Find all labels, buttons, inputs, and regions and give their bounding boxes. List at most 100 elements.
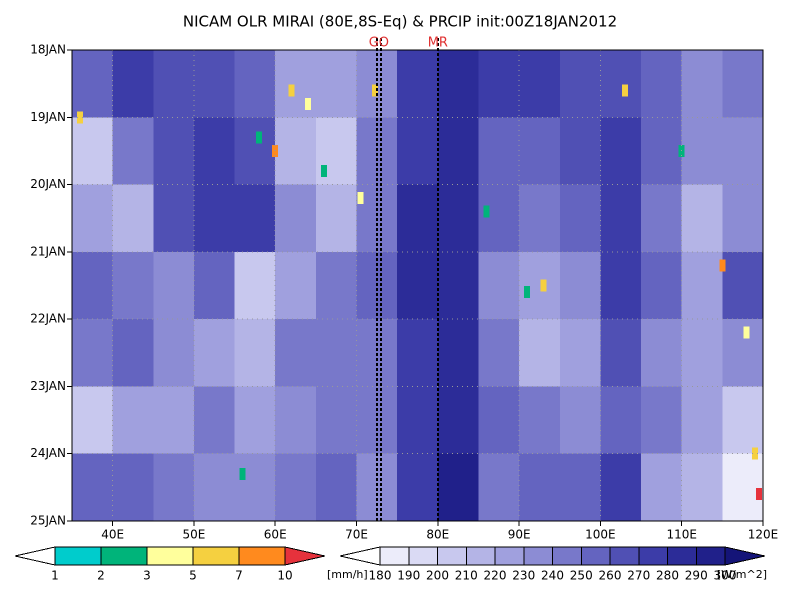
olr-cell bbox=[275, 386, 317, 455]
olr-cell bbox=[153, 251, 195, 320]
olr-cell bbox=[437, 453, 479, 522]
olr-colorbar-arrow bbox=[339, 546, 381, 566]
olr-cell bbox=[193, 117, 236, 186]
olr-cell bbox=[153, 319, 195, 387]
olr-cell bbox=[234, 117, 276, 186]
olr-cell bbox=[519, 251, 561, 320]
olr-cell bbox=[437, 251, 479, 320]
olr-cell bbox=[234, 251, 276, 320]
olr-cell bbox=[397, 453, 439, 522]
olr-colorbar-box bbox=[408, 546, 438, 566]
precip-colorbar-label: 7 bbox=[235, 569, 243, 583]
olr-cell bbox=[397, 251, 439, 320]
olr-cell bbox=[722, 319, 764, 387]
olr-colorbar-label: 180 bbox=[369, 569, 392, 583]
olr-cell bbox=[722, 50, 764, 118]
precip-colorbar-arrow bbox=[14, 546, 56, 566]
precip-cell bbox=[357, 192, 364, 205]
precip-colorbar-unit: [mm/h] bbox=[327, 568, 368, 581]
olr-cell bbox=[72, 117, 114, 186]
precip-cell bbox=[483, 205, 490, 218]
precip-cell bbox=[255, 131, 262, 144]
olr-cell bbox=[478, 453, 520, 522]
y-tick-label: 19JAN bbox=[30, 110, 66, 124]
precip-cell bbox=[239, 467, 246, 480]
olr-cell bbox=[600, 319, 642, 387]
precip-cell bbox=[751, 447, 758, 460]
olr-colorbar-box bbox=[667, 546, 697, 566]
olr-cell bbox=[559, 184, 601, 253]
olr-cell bbox=[478, 251, 520, 320]
olr-cell bbox=[437, 184, 479, 253]
olr-cell bbox=[315, 319, 358, 387]
olr-cell bbox=[519, 386, 561, 455]
olr-cell bbox=[315, 386, 358, 455]
olr-cell bbox=[478, 319, 520, 387]
olr-colorbar-label: 210 bbox=[455, 569, 478, 583]
olr-colorbar-label: 260 bbox=[599, 569, 622, 583]
olr-cell bbox=[681, 50, 723, 118]
chart-title: NICAM OLR MIRAI (80E,8S-Eq) & PRCIP init… bbox=[183, 13, 617, 31]
olr-cell bbox=[641, 453, 683, 522]
olr-cell bbox=[559, 50, 601, 118]
olr-cell bbox=[72, 386, 114, 455]
olr-cell bbox=[559, 319, 601, 387]
olr-cell bbox=[275, 184, 317, 253]
precip-colorbar-box bbox=[192, 546, 240, 566]
olr-cell bbox=[681, 386, 723, 455]
olr-cell bbox=[193, 453, 236, 522]
olr-cell bbox=[112, 453, 154, 522]
olr-cell bbox=[641, 251, 683, 320]
olr-cell bbox=[722, 251, 764, 320]
olr-cell bbox=[519, 319, 561, 387]
olr-colorbar-label: 190 bbox=[397, 569, 420, 583]
olr-cell bbox=[519, 50, 561, 118]
olr-cell bbox=[112, 386, 154, 455]
olr-cell bbox=[641, 117, 683, 186]
precip-cell bbox=[372, 84, 379, 97]
olr-cell bbox=[153, 184, 195, 253]
olr-cell bbox=[641, 184, 683, 253]
olr-colorbar-label: 270 bbox=[627, 569, 650, 583]
olr-colorbar-box bbox=[552, 546, 582, 566]
olr-colorbar-label: 220 bbox=[484, 569, 507, 583]
olr-cell bbox=[112, 184, 154, 253]
precip-colorbar-label: 10 bbox=[277, 569, 292, 583]
olr-colorbar-box bbox=[379, 546, 410, 566]
olr-cell bbox=[234, 319, 276, 387]
olr-cell bbox=[681, 117, 723, 186]
olr-cell bbox=[153, 117, 195, 186]
olr-cell bbox=[641, 50, 683, 118]
olr-cell bbox=[681, 251, 723, 320]
precip-colorbar-label: 3 bbox=[143, 569, 151, 583]
olr-cell bbox=[397, 386, 439, 455]
olr-cell bbox=[681, 319, 723, 387]
olr-cell bbox=[234, 50, 276, 118]
olr-cell bbox=[112, 319, 154, 387]
olr-cell bbox=[153, 50, 195, 118]
x-tick-label: 110E bbox=[666, 528, 697, 542]
olr-cell bbox=[315, 50, 358, 118]
precip-cell bbox=[524, 286, 531, 299]
olr-cell bbox=[600, 251, 642, 320]
x-tick-label: 120E bbox=[748, 528, 779, 542]
olr-cell bbox=[72, 453, 114, 522]
olr-colorbar-box bbox=[523, 546, 553, 566]
olr-cell bbox=[193, 251, 236, 320]
x-tick-label: 90E bbox=[508, 528, 531, 542]
olr-cell bbox=[519, 184, 561, 253]
precip-cell bbox=[755, 488, 762, 501]
olr-cell bbox=[112, 50, 154, 118]
olr-cell bbox=[478, 386, 520, 455]
olr-cell bbox=[397, 319, 439, 387]
olr-cell bbox=[519, 117, 561, 186]
olr-cell bbox=[559, 117, 601, 186]
precip-colorbar-box bbox=[146, 546, 194, 566]
x-tick-label: 40E bbox=[101, 528, 124, 542]
x-tick-label: 50E bbox=[183, 528, 206, 542]
marker-label: MR bbox=[428, 36, 448, 51]
olr-cell bbox=[559, 453, 601, 522]
olr-cell bbox=[681, 184, 723, 253]
y-tick-label: 18JAN bbox=[30, 43, 66, 57]
olr-cell bbox=[600, 184, 642, 253]
